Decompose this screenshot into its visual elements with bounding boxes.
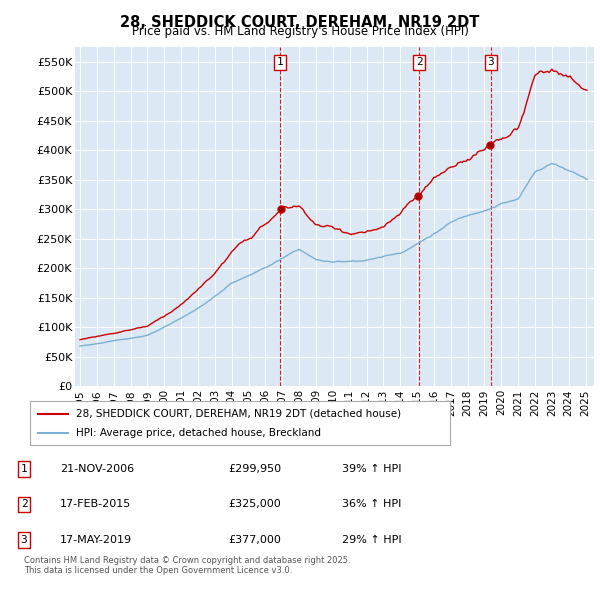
Text: Price paid vs. HM Land Registry's House Price Index (HPI): Price paid vs. HM Land Registry's House …	[131, 25, 469, 38]
Text: 39% ↑ HPI: 39% ↑ HPI	[342, 464, 401, 474]
Text: 1: 1	[20, 464, 28, 474]
Text: 3: 3	[487, 57, 494, 67]
Text: 21-NOV-2006: 21-NOV-2006	[60, 464, 134, 474]
Text: 2: 2	[416, 57, 422, 67]
Text: 28, SHEDDICK COURT, DEREHAM, NR19 2DT: 28, SHEDDICK COURT, DEREHAM, NR19 2DT	[121, 15, 479, 30]
Text: Contains HM Land Registry data © Crown copyright and database right 2025.
This d: Contains HM Land Registry data © Crown c…	[24, 556, 350, 575]
Text: £299,950: £299,950	[228, 464, 281, 474]
Text: £377,000: £377,000	[228, 535, 281, 545]
Text: £325,000: £325,000	[228, 500, 281, 509]
Text: 3: 3	[20, 535, 28, 545]
Text: 1: 1	[277, 57, 284, 67]
Text: 28, SHEDDICK COURT, DEREHAM, NR19 2DT (detached house): 28, SHEDDICK COURT, DEREHAM, NR19 2DT (d…	[76, 409, 401, 418]
Text: 2: 2	[20, 500, 28, 509]
Text: 17-MAY-2019: 17-MAY-2019	[60, 535, 132, 545]
Text: 29% ↑ HPI: 29% ↑ HPI	[342, 535, 401, 545]
Text: 36% ↑ HPI: 36% ↑ HPI	[342, 500, 401, 509]
Text: 17-FEB-2015: 17-FEB-2015	[60, 500, 131, 509]
Text: HPI: Average price, detached house, Breckland: HPI: Average price, detached house, Brec…	[76, 428, 321, 438]
